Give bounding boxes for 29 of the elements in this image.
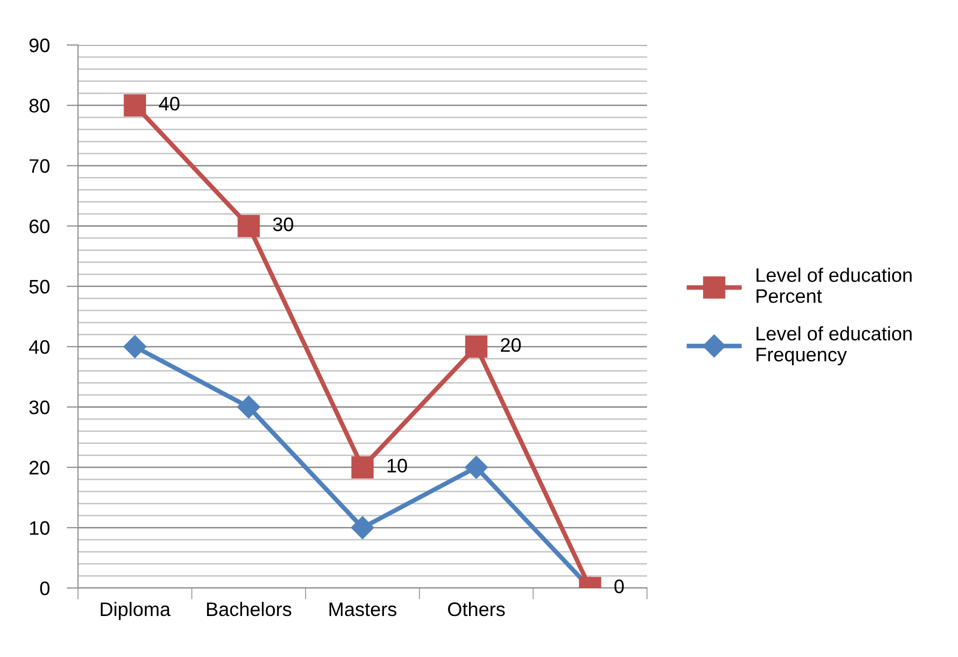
x-tick-label: Bachelors	[207, 602, 292, 616]
annotation: 0	[614, 579, 624, 594]
point	[351, 516, 374, 540]
y-tick-label: 40	[29, 340, 50, 354]
y-tick-label: 20	[30, 460, 50, 475]
y-tick-label: 60	[30, 219, 50, 234]
y-tick-label: 10	[30, 521, 50, 535]
annotation: 40	[158, 96, 180, 111]
legend-label: Level of education Frequency	[756, 326, 912, 366]
x-tick-label: Diploma	[100, 602, 171, 620]
point	[237, 396, 260, 418]
y-tick-label: 90	[30, 38, 50, 52]
y-tick-label: 80	[29, 98, 50, 113]
point	[238, 214, 260, 238]
annotation: 10	[388, 458, 407, 473]
point	[351, 456, 374, 478]
y-tick-label: 0	[40, 581, 50, 596]
y-tick-label: 70	[30, 159, 50, 173]
y-tick-label: 50	[29, 280, 50, 294]
point	[464, 456, 488, 479]
x-tick-label: Masters	[330, 602, 396, 616]
point	[465, 336, 488, 358]
x-tick-label: Others	[448, 602, 505, 616]
annotation: 30	[273, 217, 294, 232]
annotation: 20	[500, 338, 521, 352]
y-tick-label: 30	[29, 400, 50, 414]
legend-label: Level of education Percent	[756, 268, 912, 303]
point	[123, 335, 146, 358]
point	[124, 94, 146, 116]
